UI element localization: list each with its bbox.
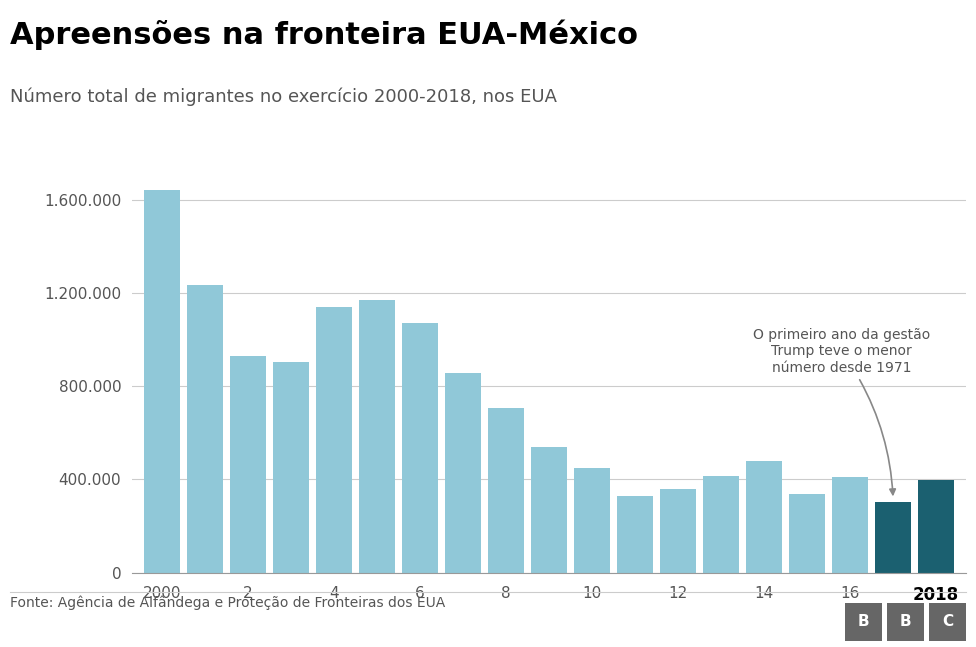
Bar <box>186 285 224 573</box>
Bar <box>445 373 481 573</box>
Bar <box>746 461 783 573</box>
Bar <box>832 477 869 573</box>
Bar <box>574 468 610 573</box>
Text: C: C <box>942 615 954 630</box>
Bar <box>660 490 696 573</box>
Text: B: B <box>900 615 912 630</box>
Bar <box>789 494 826 573</box>
Bar <box>143 190 181 573</box>
Text: Apreensões na fronteira EUA-México: Apreensões na fronteira EUA-México <box>10 19 637 50</box>
Bar <box>874 502 912 573</box>
Text: Fonte: Agência de Alfândega e Proteção de Fronteiras dos EUA: Fonte: Agência de Alfândega e Proteção d… <box>10 595 445 609</box>
Text: Número total de migrantes no exercício 2000-2018, nos EUA: Número total de migrantes no exercício 2… <box>10 87 556 106</box>
Bar <box>531 446 567 573</box>
Text: O primeiro ano da gestão
Trump teve o menor
número desde 1971: O primeiro ano da gestão Trump teve o me… <box>752 328 930 494</box>
Bar <box>488 408 524 573</box>
Bar <box>917 480 955 573</box>
Bar <box>402 323 438 573</box>
Bar <box>703 476 740 573</box>
Text: B: B <box>858 615 870 630</box>
Bar <box>229 356 266 573</box>
Bar <box>358 300 395 573</box>
Bar <box>617 496 653 573</box>
Bar <box>315 307 352 573</box>
Bar <box>272 362 309 573</box>
